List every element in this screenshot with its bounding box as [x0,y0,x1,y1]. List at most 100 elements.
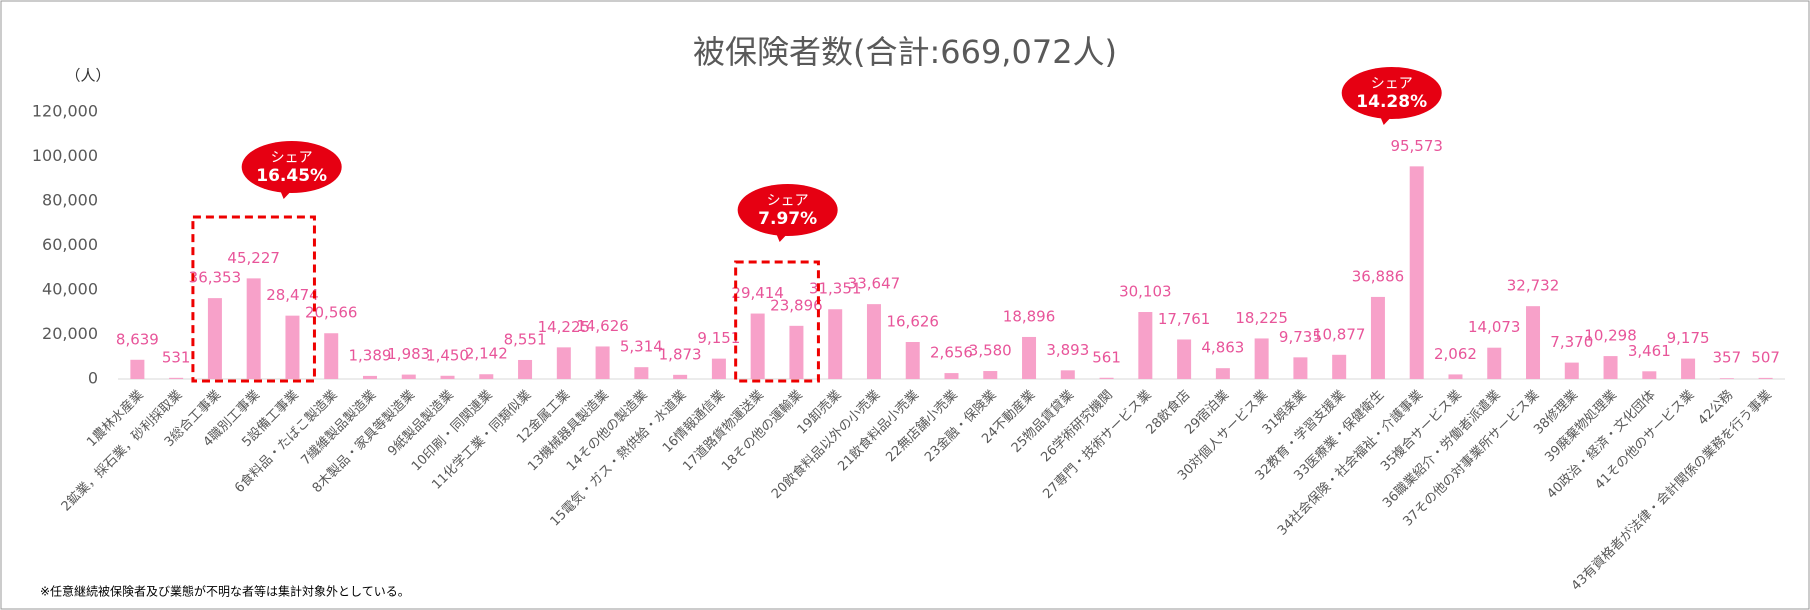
bar [711,358,726,379]
bar [1603,356,1618,379]
value-label: 2,656 [930,344,973,362]
bar [1487,347,1502,379]
bar [246,278,261,379]
value-label: 1,450 [426,346,469,364]
bar [518,359,533,379]
bar [1022,336,1037,379]
bubble-label: シェア [1371,76,1413,92]
bar [1564,362,1579,379]
value-label: 9,175 [1667,329,1710,347]
bar [905,342,920,379]
bar [673,374,688,379]
y-tick-label: 40,000 [42,280,98,299]
bar [1758,377,1773,379]
value-label: 2,142 [465,345,508,363]
value-label: 33,647 [848,275,901,293]
bar [1409,166,1424,379]
bar [983,371,998,379]
value-label: 357 [1713,349,1742,367]
bar [1060,370,1075,379]
bubble [241,141,342,193]
value-label: 30,103 [1119,283,1172,301]
bar [1719,378,1734,379]
bubble-label: シェア [271,150,313,166]
value-label: 20,566 [305,304,358,322]
bar [1681,358,1696,379]
value-label: 10,877 [1313,325,1366,343]
bubble [737,184,838,236]
value-label: 9,735 [1279,328,1322,346]
value-label: 36,353 [189,269,242,287]
bubble-value: 7.97% [758,209,817,229]
chart-title: 被保険者数(合計:669,072人) [693,33,1117,71]
bar [324,333,339,379]
value-label: 5,314 [620,338,663,356]
bar [1526,306,1541,379]
bar [866,304,881,379]
bar [1448,374,1463,379]
bar [1293,357,1308,379]
value-label: 8,639 [116,330,159,348]
bar [634,367,649,379]
value-label: 1,983 [387,345,430,363]
value-label: 31,351 [809,280,862,298]
bar [1099,377,1114,379]
value-label: 3,580 [969,342,1012,360]
value-label: 7,370 [1550,333,1593,351]
value-label: 32,732 [1507,277,1560,295]
value-label: 1,389 [349,346,392,364]
value-label: 18,896 [1003,307,1056,325]
bar [1642,371,1657,379]
value-label: 45,227 [227,249,280,267]
value-label: 14,225 [538,318,591,336]
bar [479,374,494,379]
bar [169,377,184,379]
value-label: 28,474 [266,286,319,304]
value-label: 561 [1092,348,1121,366]
value-label: 14,073 [1468,318,1521,336]
bar [595,346,610,379]
value-label: 8,551 [504,330,547,348]
bar [1177,339,1192,379]
bar [207,298,222,379]
value-label: 10,298 [1584,327,1637,345]
value-label: 3,461 [1628,342,1671,360]
value-label: 23,896 [770,296,823,314]
bubble-label: シェア [767,193,809,209]
value-label: 4,863 [1201,339,1244,357]
bar [440,375,455,379]
y-tick-label: 60,000 [42,235,98,254]
y-tick-label: 80,000 [42,191,98,210]
value-label: 18,225 [1235,309,1288,327]
y-axis-label: （人） [65,67,110,85]
value-label: 36,886 [1352,267,1405,285]
bar [1332,354,1347,379]
bar [1370,296,1385,379]
bar [285,315,300,379]
value-label: 531 [162,348,191,366]
value-label: 95,573 [1390,137,1443,155]
footnote: ※任意継続被保険者及び業態が不明な者等は集計対象外としている。 [40,584,410,599]
bar [944,373,959,379]
bar [1215,368,1230,379]
bubble-value: 14.28% [1356,92,1427,112]
value-label: 29,414 [731,284,784,302]
value-label: 14,626 [576,317,629,335]
value-label: 3,893 [1046,341,1089,359]
value-label: 507 [1751,348,1780,366]
value-label: 1,873 [659,345,702,363]
bar [362,375,377,379]
bar [750,313,765,379]
y-tick-label: 100,000 [32,146,98,165]
bubble [1341,67,1442,119]
bar [401,374,416,379]
bubble-value: 16.45% [256,166,327,186]
value-label: 17,761 [1158,310,1211,328]
y-tick-label: 120,000 [32,102,98,121]
value-label: 9,151 [697,329,740,347]
